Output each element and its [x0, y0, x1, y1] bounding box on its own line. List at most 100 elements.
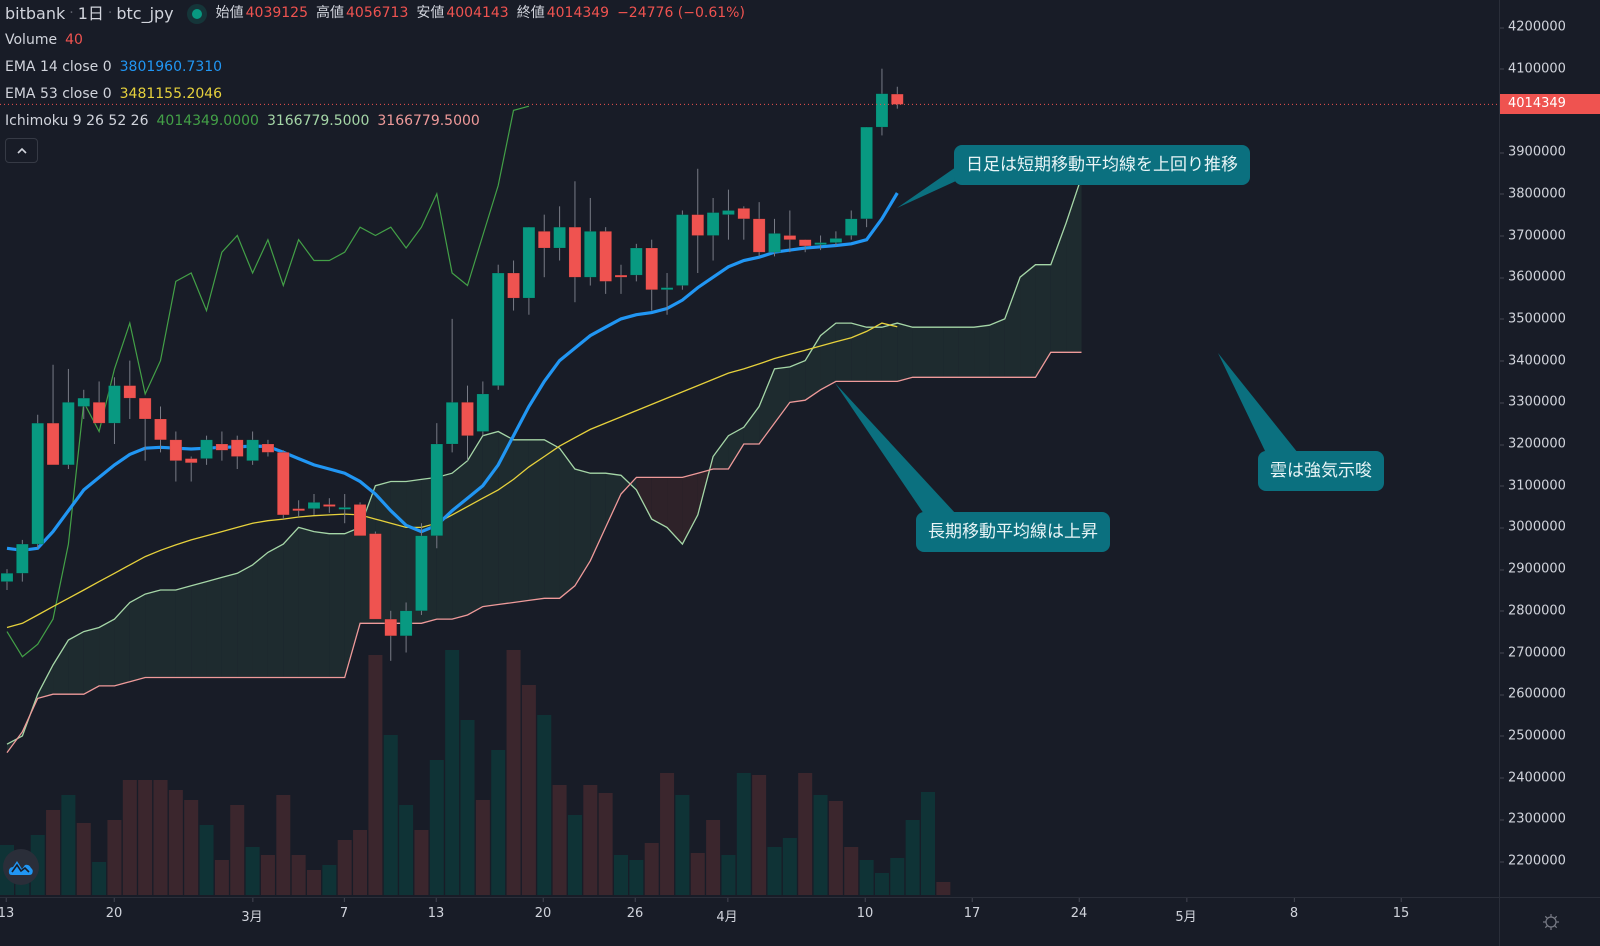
- candle-body: [369, 533, 382, 620]
- ichimoku-cloud-segment: [574, 469, 591, 586]
- price-axis[interactable]: 4200000410000040000003900000380000037000…: [1499, 0, 1600, 897]
- volume-bar: [61, 795, 76, 895]
- ema53-legend[interactable]: EMA 53 close 0 3481155.2046: [5, 81, 753, 108]
- volume-bar: [828, 801, 843, 895]
- time-axis[interactable]: 13 20 3月 7 13 20 26 4月 10 17 24 5月 8 15: [0, 897, 1499, 946]
- candle-body: [62, 402, 75, 466]
- ichimoku-cloud-segment: [1066, 177, 1082, 353]
- ichimoku-cloud-segment: [651, 477, 668, 528]
- price-tick-label: 3300000: [1500, 394, 1566, 410]
- time-tick-label: 10: [856, 898, 874, 921]
- volume-label: Volume: [5, 32, 58, 48]
- volume-bar: [890, 858, 905, 895]
- candle-body: [630, 247, 643, 276]
- ichimoku-cloud-segment: [114, 602, 130, 686]
- symbol-row: bitbank · 1日 · btc_jpy 始値 4039125 高値 40567…: [5, 0, 753, 27]
- ichimoku-cloud-segment: [160, 589, 176, 678]
- ichimoku-cloud-segment: [1035, 264, 1051, 378]
- volume-bar: [353, 830, 368, 895]
- ichimoku-cloud-segment: [298, 527, 314, 678]
- candle-body: [353, 504, 367, 536]
- senkou-span-a-line: [6, 176, 1083, 745]
- volume-bar: [629, 860, 644, 895]
- volume-bar: [230, 805, 245, 895]
- price-tick-label: 2200000: [1500, 853, 1566, 869]
- time-tick-label: 26: [626, 898, 644, 921]
- time-tick-label: 13: [0, 898, 14, 921]
- ichimoku-cloud-segment: [267, 544, 284, 678]
- price-tick-label: 2500000: [1500, 728, 1566, 744]
- ichimoku-cloud-segment: [743, 406, 760, 444]
- ichimoku-cloud-segment: [544, 439, 560, 599]
- time-tick-label: 3月: [241, 898, 263, 925]
- volume-bar: [168, 790, 183, 895]
- candle-body: [860, 126, 873, 220]
- ichimoku-cloud-segment: [528, 439, 545, 601]
- volume-bar: [767, 847, 782, 895]
- volume-bar: [414, 830, 429, 895]
- volume-legend[interactable]: Volume 40: [5, 27, 753, 54]
- volume-bar: [184, 800, 199, 895]
- ichimoku-cloud-segment: [805, 335, 821, 401]
- candle-body: [323, 504, 336, 507]
- ichimoku-cloud-segment: [206, 577, 222, 678]
- candle-body: [461, 402, 474, 436]
- ichimoku-cloud-segment: [682, 473, 698, 545]
- ichimoku-label: Ichimoku 9 26 52 26: [5, 113, 149, 129]
- candle-body: [154, 418, 167, 441]
- ichimoku-cloud-segment: [53, 639, 69, 695]
- ema14-legend[interactable]: EMA 14 close 0 3801960.7310: [5, 54, 753, 81]
- candle-body: [507, 272, 520, 299]
- tradingview-logo[interactable]: [3, 849, 39, 885]
- ichimoku-cloud-segment: [789, 360, 806, 403]
- price-tick-label: 3400000: [1500, 353, 1566, 369]
- candle-body: [814, 242, 827, 245]
- candle-body: [231, 439, 244, 457]
- volume-bar: [491, 750, 506, 895]
- ohlc-low-value: 4004143: [446, 5, 509, 21]
- candle-body: [891, 93, 904, 105]
- annotation-callout[interactable]: 雲は強気示唆: [1258, 451, 1384, 491]
- volume-bar: [859, 860, 874, 895]
- price-tick-label: 2400000: [1500, 770, 1566, 786]
- price-chart-canvas[interactable]: [0, 0, 1499, 897]
- volume-bar: [138, 780, 153, 895]
- ichimoku-cloud-segment: [820, 323, 836, 390]
- symbol-label[interactable]: btc_jpy: [116, 4, 174, 23]
- volume-bar: [874, 873, 889, 895]
- candle-body: [445, 402, 459, 445]
- exchange-name[interactable]: bitbank: [5, 4, 66, 23]
- ichimoku-legend[interactable]: Ichimoku 9 26 52 26 4014349.0000 3166779…: [5, 108, 753, 135]
- candle-body: [706, 212, 720, 236]
- annotation-callout[interactable]: 長期移動平均線は上昇: [916, 512, 1110, 552]
- volume-bar: [521, 685, 536, 895]
- ema14-label: EMA 14 close 0: [5, 59, 112, 75]
- separator-dot: ·: [69, 5, 74, 21]
- chart-settings-button[interactable]: [1499, 897, 1600, 946]
- volume-bar: [752, 775, 767, 895]
- ichimoku-cloud-segment: [897, 323, 913, 382]
- ichimoku-cloud-segment: [237, 564, 253, 678]
- candle-body: [522, 226, 536, 299]
- ichimoku-cloud-segment: [129, 594, 146, 682]
- ohlc-open-label: 始値: [215, 5, 244, 21]
- ichimoku-cloud-segment: [99, 619, 115, 686]
- price-tick-label: 3100000: [1500, 478, 1566, 494]
- volume-bar: [905, 820, 920, 895]
- ichimoku-cloud-segment: [559, 448, 575, 599]
- candle-body: [415, 535, 428, 612]
- ichimoku-cloud-segment: [329, 533, 345, 678]
- ichimoku-cloud-segment: [728, 427, 744, 470]
- ichimoku-cloud-segment: [467, 435, 483, 615]
- ema53-value: 3481155.2046: [119, 86, 223, 102]
- candle-body: [875, 93, 889, 128]
- volume-bar: [276, 795, 291, 895]
- collapse-legend-button[interactable]: [5, 138, 38, 163]
- candle-body: [0, 573, 14, 582]
- candle-body: [399, 610, 413, 637]
- interval-label[interactable]: 1日: [77, 4, 104, 23]
- ichimoku-cloud-segment: [1020, 264, 1036, 378]
- annotation-callout[interactable]: 日足は短期移動平均線を上回り推移: [954, 145, 1250, 185]
- time-tick-label: 7: [339, 898, 349, 921]
- volume-bar: [644, 843, 659, 895]
